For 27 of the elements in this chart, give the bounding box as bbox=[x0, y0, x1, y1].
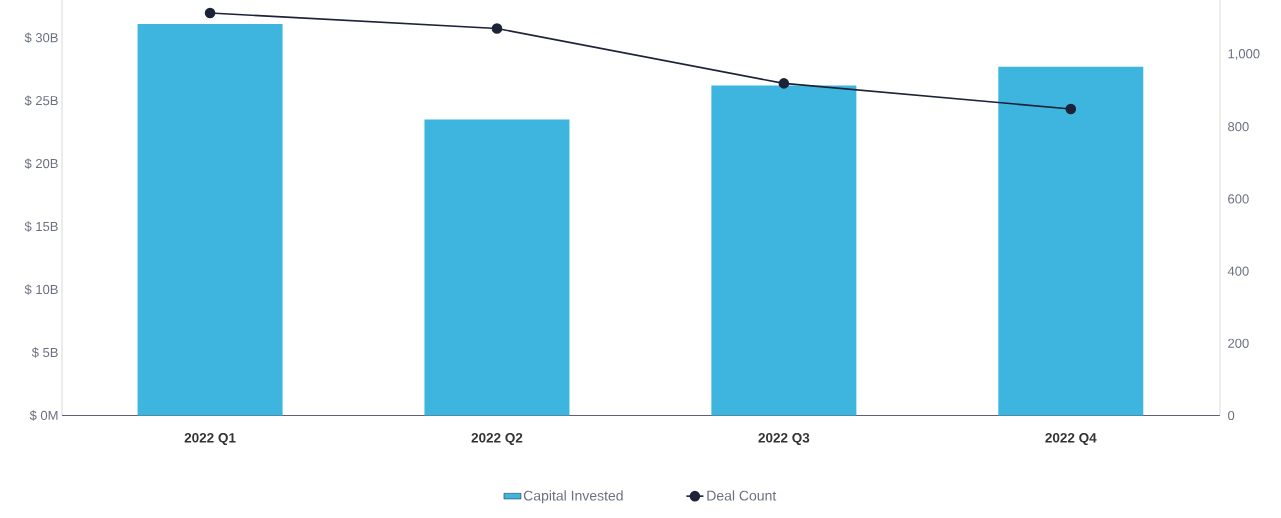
y2-tick-label: 400 bbox=[1227, 266, 1249, 276]
y-tick-label: $ 20B bbox=[24, 158, 58, 169]
point bbox=[491, 23, 503, 34]
y2-tick-label: 1,000 bbox=[1228, 49, 1260, 60]
point bbox=[778, 78, 790, 89]
legend-label: Capital Invested bbox=[523, 490, 623, 504]
x-tick-label: 2022 Q3 bbox=[758, 433, 810, 446]
y-tick-label: $ 25B bbox=[24, 95, 58, 106]
x-tick-label: 2022 Q4 bbox=[1045, 433, 1097, 446]
y2-tick-label: 800 bbox=[1228, 122, 1249, 132]
y2-tick-label: 200 bbox=[1228, 338, 1249, 348]
point bbox=[1065, 103, 1077, 115]
y-tick-label: $ 15B bbox=[24, 221, 58, 232]
y-tick-label: $ 30B bbox=[24, 32, 58, 44]
x-tick-label: 2022 Q2 bbox=[471, 433, 523, 446]
bar bbox=[137, 23, 283, 416]
bar bbox=[998, 66, 1144, 416]
bar bbox=[424, 119, 570, 416]
bar bbox=[711, 85, 857, 416]
y-tick-label: $ 0M bbox=[29, 410, 58, 421]
y-tick-label: $ 5B bbox=[31, 347, 58, 358]
legend-label: Deal Count bbox=[707, 490, 777, 501]
y-tick-label: $ 10B bbox=[24, 284, 58, 295]
point bbox=[204, 7, 216, 19]
y2-tick-label: 600 bbox=[1228, 194, 1249, 204]
x-tick-label: 2022 Q1 bbox=[184, 433, 236, 446]
y2-tick-label: 0 bbox=[1228, 410, 1235, 421]
